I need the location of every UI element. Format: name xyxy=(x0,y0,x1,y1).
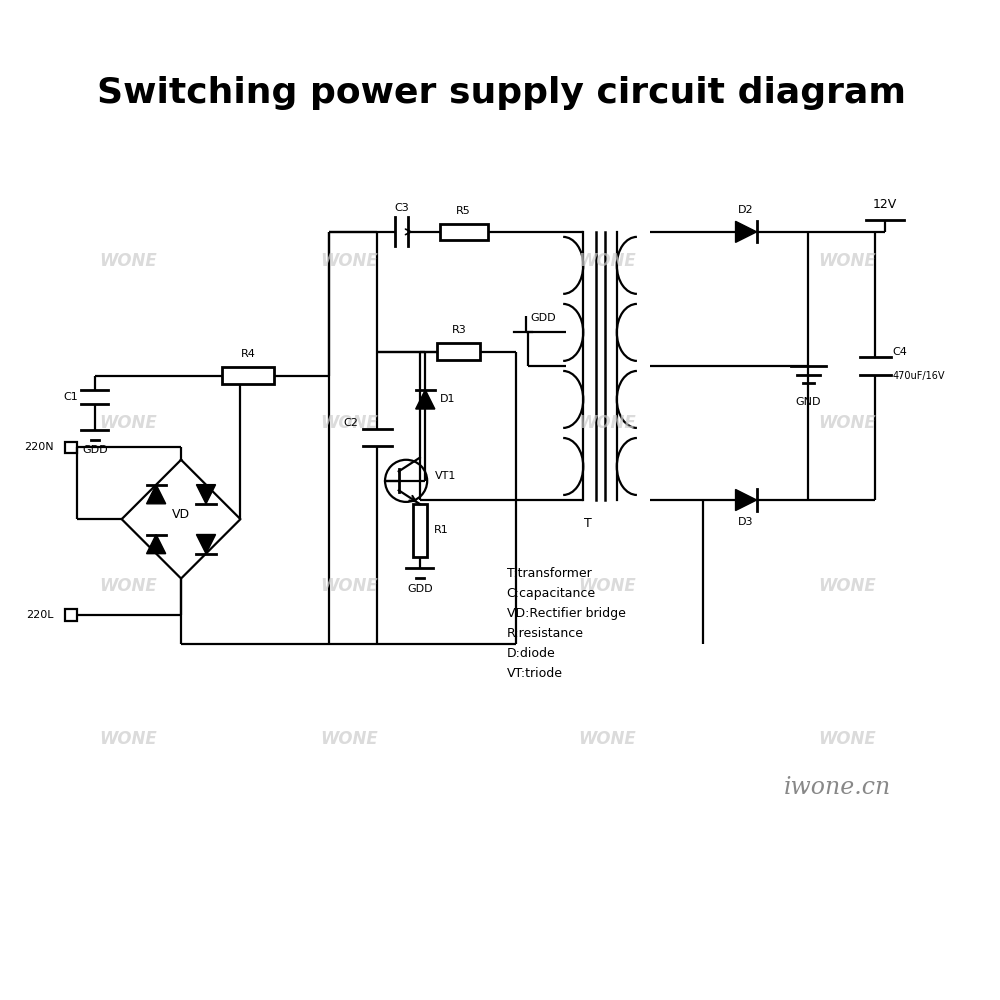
Text: WONE: WONE xyxy=(578,577,636,595)
Polygon shape xyxy=(416,390,435,409)
Polygon shape xyxy=(147,485,166,504)
Text: 12V: 12V xyxy=(873,198,897,211)
Text: WONE: WONE xyxy=(320,577,378,595)
Polygon shape xyxy=(196,535,216,554)
Text: WONE: WONE xyxy=(578,252,636,270)
Bar xyxy=(413,504,427,557)
Text: WONE: WONE xyxy=(320,414,378,432)
Text: 470uF/16V: 470uF/16V xyxy=(893,371,945,381)
Text: WONE: WONE xyxy=(818,577,876,595)
Text: T:transformer
C:capacitance
VD:Rectifier bridge
R:resistance
D:diode
VT:triode: T:transformer C:capacitance VD:Rectifier… xyxy=(507,567,626,680)
Text: VD: VD xyxy=(172,508,190,521)
Text: WONE: WONE xyxy=(100,577,157,595)
Text: C2: C2 xyxy=(343,418,358,428)
Text: D2: D2 xyxy=(738,205,754,215)
Text: WONE: WONE xyxy=(578,414,636,432)
Text: VT1: VT1 xyxy=(435,471,456,481)
Polygon shape xyxy=(147,535,166,554)
Text: WONE: WONE xyxy=(100,414,157,432)
Text: R1: R1 xyxy=(434,525,449,535)
Polygon shape xyxy=(736,489,757,511)
Text: Switching power supply circuit diagram: Switching power supply circuit diagram xyxy=(97,76,906,110)
Text: WONE: WONE xyxy=(818,730,876,748)
Text: 220N: 220N xyxy=(24,442,54,452)
Text: WONE: WONE xyxy=(320,730,378,748)
Text: GDD: GDD xyxy=(82,445,108,455)
Text: D3: D3 xyxy=(738,517,754,527)
Bar xyxy=(440,224,488,240)
Text: GDD: GDD xyxy=(531,313,556,323)
Text: D1: D1 xyxy=(440,394,455,404)
Text: WONE: WONE xyxy=(320,252,378,270)
Text: C4: C4 xyxy=(893,347,907,357)
Bar xyxy=(65,442,77,453)
Polygon shape xyxy=(196,485,216,504)
Text: WONE: WONE xyxy=(100,730,157,748)
Text: C1: C1 xyxy=(63,392,78,402)
Bar xyxy=(222,367,274,384)
Text: R3: R3 xyxy=(451,325,466,335)
Text: R5: R5 xyxy=(456,206,471,216)
Text: R4: R4 xyxy=(241,349,256,359)
Text: WONE: WONE xyxy=(100,252,157,270)
Text: GDD: GDD xyxy=(407,584,433,594)
Text: WONE: WONE xyxy=(818,414,876,432)
Text: WONE: WONE xyxy=(578,730,636,748)
Text: GND: GND xyxy=(796,397,821,407)
Text: T: T xyxy=(584,517,592,530)
Bar xyxy=(437,343,480,360)
Polygon shape xyxy=(736,221,757,242)
Text: iwone.cn: iwone.cn xyxy=(783,776,891,799)
Text: C3: C3 xyxy=(394,203,409,213)
Text: WONE: WONE xyxy=(818,252,876,270)
Bar xyxy=(65,609,77,621)
Text: 220L: 220L xyxy=(26,610,54,620)
